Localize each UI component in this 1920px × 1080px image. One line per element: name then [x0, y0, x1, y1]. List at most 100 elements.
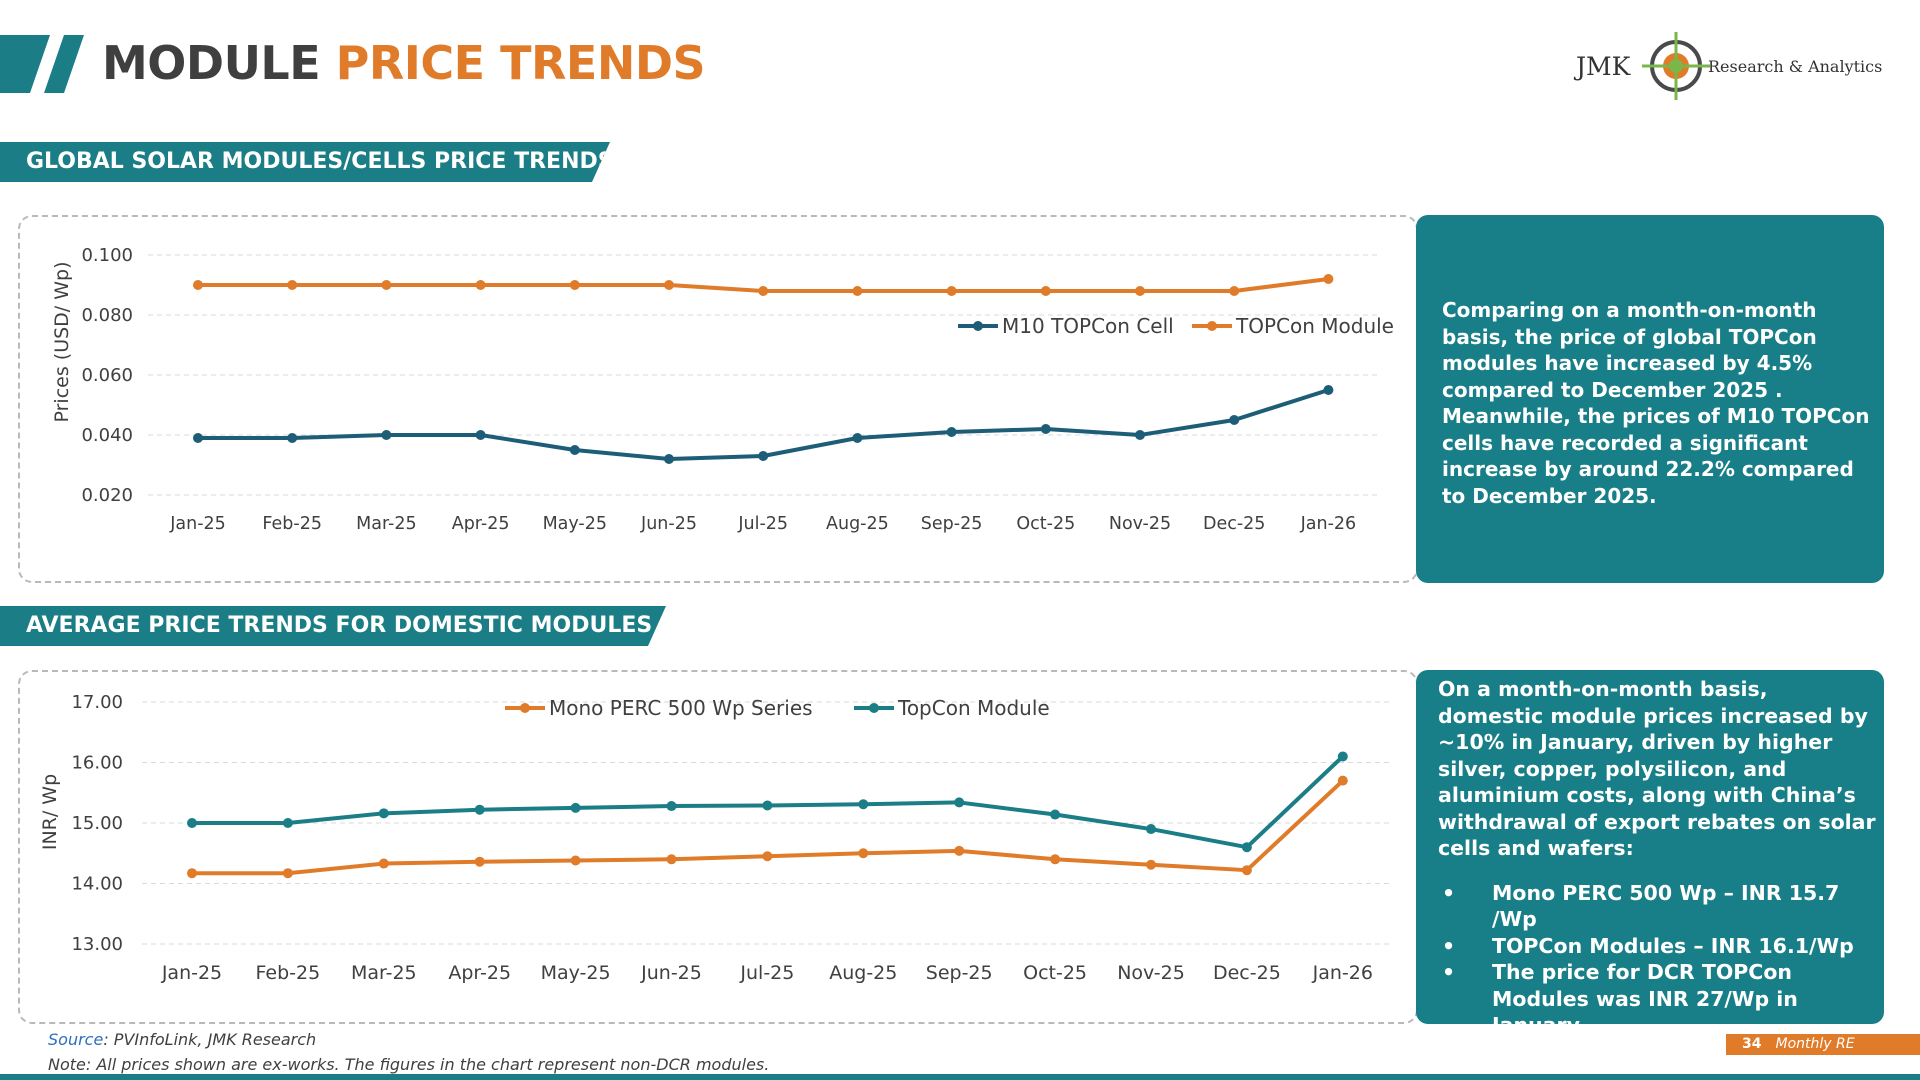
footnote: Note: All prices shown are ex-works. The… — [48, 1055, 770, 1074]
data-point — [1040, 424, 1051, 434]
y-tick-label: 0.020 — [81, 485, 133, 506]
data-point — [474, 804, 485, 815]
data-point — [664, 280, 674, 290]
x-tick-label: May-25 — [543, 514, 607, 534]
x-tick-label: Jan-26 — [1312, 962, 1373, 984]
x-tick-label: Feb-25 — [256, 962, 321, 984]
info-domestic-intro: On a month-on-month basis, domestic modu… — [1438, 677, 1876, 860]
data-point — [858, 848, 869, 859]
data-point — [475, 430, 486, 440]
data-point — [954, 845, 965, 856]
x-tick-label: Apr-25 — [448, 962, 511, 984]
data-point — [287, 280, 298, 290]
x-tick-label: Aug-25 — [829, 962, 897, 984]
y-tick-label: 0.040 — [81, 425, 133, 446]
source-label: Source — [48, 1030, 104, 1049]
data-point — [193, 280, 203, 290]
series-line — [198, 388, 1330, 461]
jmk-logo: JMK Research & Analytics — [1570, 30, 1900, 106]
data-point — [1229, 415, 1240, 425]
section-banner-global: GLOBAL SOLAR MODULES/CELLS PRICE TRENDS — [0, 142, 610, 182]
data-point — [946, 286, 957, 296]
data-point — [381, 280, 392, 290]
x-tick-label: Jul-25 — [737, 514, 788, 534]
data-point — [852, 433, 863, 443]
page-title: MODULE PRICE TRENDS — [102, 36, 706, 90]
data-point — [852, 286, 863, 296]
data-point — [381, 430, 392, 440]
y-tick-label: 17.00 — [71, 692, 123, 713]
x-tick-label: Jul-25 — [739, 962, 794, 984]
x-tick-label: Aug-25 — [826, 514, 889, 534]
data-point — [1241, 842, 1252, 853]
domestic-price-chart: 13.00 14.00 15.00 16.00 17.00 Jan-25 Feb-25 Mar… — [39, 692, 1390, 984]
info-bullet: Mono PERC 500 Wp – INR 15.7 /Wp — [1438, 880, 1878, 933]
data-point — [1337, 751, 1348, 762]
y-tick-label: 16.00 — [71, 753, 123, 774]
x-tick-label: Mar-25 — [356, 514, 416, 534]
legend-marker — [973, 321, 983, 331]
data-point — [1040, 286, 1051, 296]
data-point — [758, 451, 769, 461]
legend-label: TOPCon Module — [1235, 314, 1394, 338]
data-point — [1323, 385, 1334, 395]
chart-panel-domestic: 13.00 14.00 15.00 16.00 17.00 Jan-25 Feb-25 Mar… — [18, 670, 1418, 1024]
chart-panel-global: 0.020 0.040 0.060 0.080 0.100 Jan-25 Feb-25 Mar… — [18, 215, 1418, 583]
y-axis-label: INR/ Wp — [39, 774, 61, 850]
title-slash-decoration — [0, 35, 84, 93]
data-point — [1050, 809, 1061, 820]
data-point — [858, 799, 869, 810]
page-tag: 34 Monthly RE — [1726, 1034, 1920, 1055]
logo-text-jmk: JMK — [1576, 52, 1631, 81]
y-tick-label: 15.00 — [71, 813, 123, 834]
x-tick-label: Jan-25 — [161, 962, 222, 984]
data-point — [946, 427, 957, 437]
x-tick-label: May-25 — [541, 962, 611, 984]
data-point — [1323, 274, 1334, 284]
y-tick-label: 14.00 — [71, 874, 123, 895]
data-point — [287, 433, 298, 443]
page-number: 34 — [1742, 1036, 1762, 1052]
info-box-domestic: On a month-on-month basis, domestic modu… — [1416, 670, 1884, 1037]
x-tick-label: Jan-25 — [169, 514, 226, 534]
data-point — [570, 855, 581, 866]
data-point — [1135, 286, 1145, 296]
data-point — [762, 851, 773, 862]
data-point — [187, 868, 197, 879]
x-tick-label: Apr-25 — [452, 514, 510, 534]
x-tick-label: Sep-25 — [921, 514, 983, 534]
legend-label: TopCon Module — [897, 696, 1050, 720]
x-tick-label: Oct-25 — [1023, 962, 1087, 984]
data-point — [569, 445, 580, 455]
y-tick-label: 0.060 — [81, 365, 133, 386]
x-tick-label: Feb-25 — [262, 514, 322, 534]
data-point — [666, 854, 677, 865]
data-point — [475, 280, 486, 290]
legend-marker — [1207, 321, 1217, 331]
data-point — [1229, 286, 1240, 296]
data-point — [666, 801, 677, 812]
data-point — [1135, 430, 1145, 440]
info-box-global: Comparing on a month-on-month basis, the… — [1416, 215, 1884, 583]
legend-label: M10 TOPCon Cell — [1002, 314, 1174, 338]
data-point — [1146, 824, 1156, 835]
x-tick-label: Dec-25 — [1203, 514, 1265, 534]
page-title-part2: PRICE TRENDS — [335, 36, 706, 90]
data-point — [474, 856, 485, 867]
x-tick-label: Mar-25 — [351, 962, 417, 984]
source-line: Source: PVInfoLink, JMK Research — [48, 1030, 316, 1049]
data-point — [378, 808, 389, 819]
data-point — [570, 802, 581, 813]
info-domestic-bullets: Mono PERC 500 Wp – INR 15.7 /Wp TOPCon M… — [1438, 880, 1878, 1039]
data-point — [282, 818, 293, 828]
x-tick-label: Sep-25 — [926, 962, 993, 984]
global-price-chart: 0.020 0.040 0.060 0.080 0.100 Jan-25 Feb-25 Mar… — [51, 245, 1394, 534]
data-point — [193, 433, 203, 443]
y-tick-label: 13.00 — [71, 934, 123, 955]
info-bullet: TOPCon Modules – INR 16.1/Wp — [1438, 933, 1878, 960]
logo-crosshair-icon — [1642, 32, 1710, 100]
source-text: : PVInfoLink, JMK Research — [103, 1030, 317, 1049]
y-tick-label: 0.100 — [81, 245, 133, 266]
page-title-part1: MODULE — [102, 36, 321, 90]
section-banner-domestic: AVERAGE PRICE TRENDS FOR DOMESTIC MODULE… — [0, 606, 666, 646]
